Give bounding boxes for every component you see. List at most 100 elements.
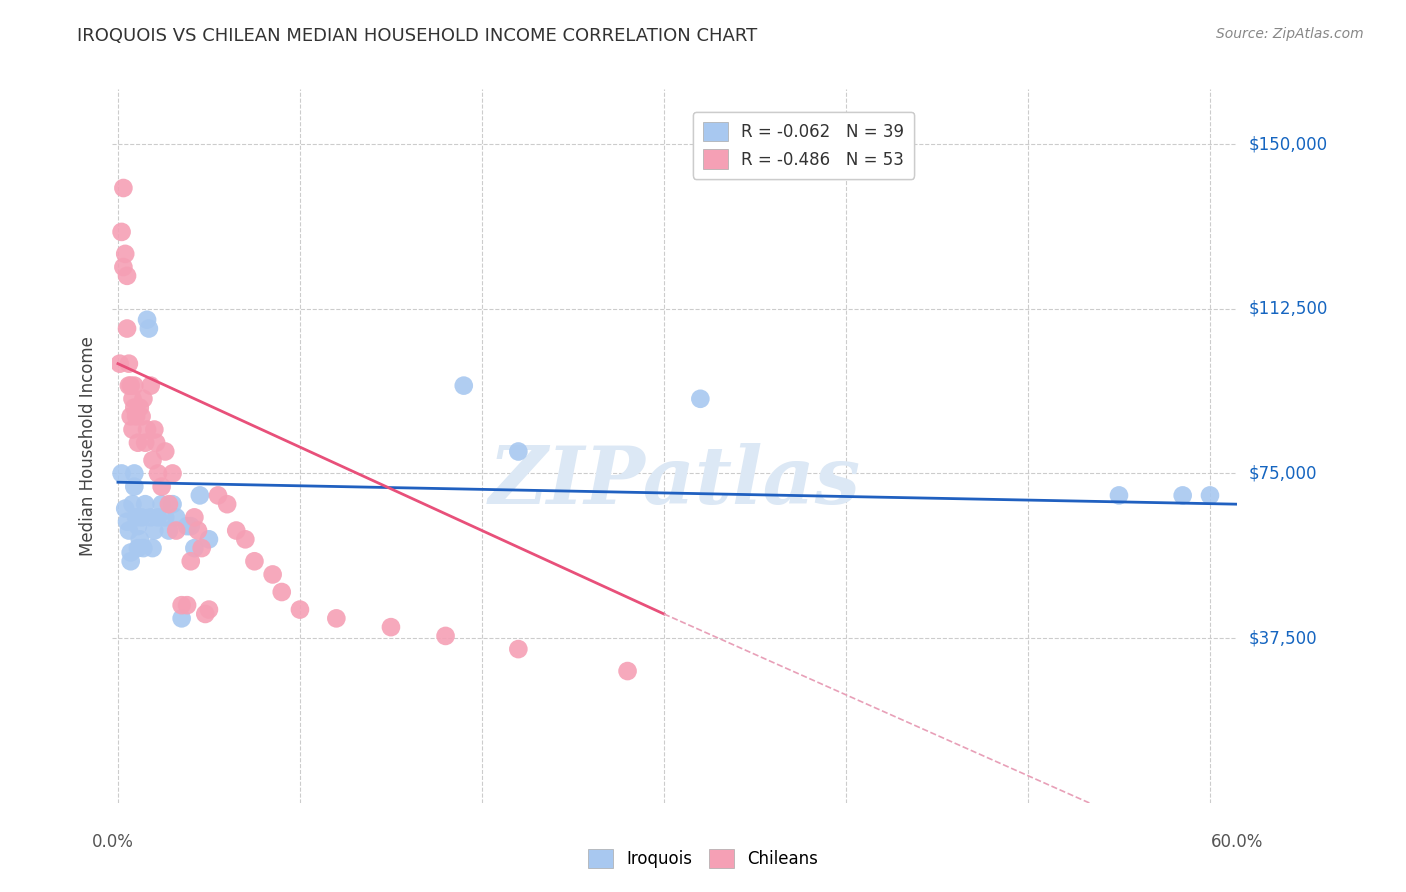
Point — [155, 444, 177, 458]
Text: IROQUOIS VS CHILEAN MEDIAN HOUSEHOLD INCOME CORRELATION CHART: IROQUOIS VS CHILEAN MEDIAN HOUSEHOLD INC… — [77, 27, 758, 45]
Point — [125, 510, 148, 524]
Point — [162, 497, 184, 511]
Point — [128, 401, 150, 415]
Text: $37,500: $37,500 — [1249, 629, 1317, 647]
Point — [150, 480, 173, 494]
Point — [180, 554, 202, 568]
Point — [170, 598, 193, 612]
Point — [114, 247, 136, 261]
Point — [118, 357, 141, 371]
Point — [141, 453, 163, 467]
Legend: R = -0.062   N = 39, R = -0.486   N = 53: R = -0.062 N = 39, R = -0.486 N = 53 — [693, 112, 914, 178]
Point — [146, 510, 169, 524]
Point — [115, 515, 138, 529]
Point — [131, 510, 153, 524]
Point — [118, 378, 141, 392]
Point — [136, 312, 159, 326]
Y-axis label: Median Household Income: Median Household Income — [79, 336, 97, 556]
Point — [183, 541, 205, 555]
Point — [124, 378, 146, 392]
Point — [136, 423, 159, 437]
Point — [120, 554, 142, 568]
Text: $150,000: $150,000 — [1249, 135, 1327, 153]
Point — [120, 378, 142, 392]
Point — [127, 541, 149, 555]
Point — [188, 488, 211, 502]
Point — [157, 497, 180, 511]
Point — [118, 524, 141, 538]
Point — [170, 611, 193, 625]
Point — [434, 629, 457, 643]
Point — [108, 357, 131, 371]
Point — [115, 268, 138, 283]
Point — [380, 620, 402, 634]
Point — [183, 510, 205, 524]
Point — [128, 533, 150, 547]
Point — [139, 378, 162, 392]
Point — [143, 524, 166, 538]
Point — [198, 602, 221, 616]
Point — [145, 435, 167, 450]
Point — [176, 519, 198, 533]
Point — [134, 435, 156, 450]
Legend: Iroquois, Chileans: Iroquois, Chileans — [581, 842, 825, 875]
Point — [139, 510, 162, 524]
Point — [127, 435, 149, 450]
Text: $75,000: $75,000 — [1249, 465, 1317, 483]
Point — [124, 467, 146, 481]
Point — [132, 541, 155, 555]
Point — [124, 401, 146, 415]
Point — [114, 501, 136, 516]
Point — [141, 541, 163, 555]
Point — [115, 321, 138, 335]
Point — [132, 392, 155, 406]
Point — [150, 497, 173, 511]
Point — [225, 524, 247, 538]
Point — [165, 510, 187, 524]
Point — [508, 642, 530, 657]
Point — [176, 598, 198, 612]
Point — [112, 260, 135, 274]
Point — [143, 423, 166, 437]
Point — [124, 480, 146, 494]
Point — [180, 519, 202, 533]
Point — [194, 607, 217, 621]
Point — [162, 467, 184, 481]
Point — [155, 510, 177, 524]
Point — [288, 602, 311, 616]
Point — [325, 611, 347, 625]
Point — [1199, 488, 1222, 502]
Point — [110, 225, 132, 239]
Text: ZIPatlas: ZIPatlas — [489, 443, 860, 520]
Point — [453, 378, 475, 392]
Point — [138, 321, 160, 335]
Text: 0.0%: 0.0% — [91, 833, 134, 851]
Point — [508, 444, 530, 458]
Text: 60.0%: 60.0% — [1211, 833, 1264, 851]
Point — [243, 554, 266, 568]
Point — [1108, 488, 1130, 502]
Point — [207, 488, 229, 502]
Point — [146, 467, 169, 481]
Point — [121, 423, 143, 437]
Point — [134, 497, 156, 511]
Point — [131, 409, 153, 424]
Text: Source: ZipAtlas.com: Source: ZipAtlas.com — [1216, 27, 1364, 41]
Point — [187, 524, 209, 538]
Point — [112, 181, 135, 195]
Text: $112,500: $112,500 — [1249, 300, 1327, 318]
Point — [689, 392, 711, 406]
Point — [120, 545, 142, 559]
Point — [120, 409, 142, 424]
Point — [110, 467, 132, 481]
Point — [127, 519, 149, 533]
Point — [121, 497, 143, 511]
Point — [1171, 488, 1194, 502]
Point — [165, 524, 187, 538]
Point — [262, 567, 284, 582]
Point — [270, 585, 292, 599]
Point — [190, 541, 212, 555]
Point — [198, 533, 221, 547]
Point — [217, 497, 239, 511]
Point — [125, 409, 148, 424]
